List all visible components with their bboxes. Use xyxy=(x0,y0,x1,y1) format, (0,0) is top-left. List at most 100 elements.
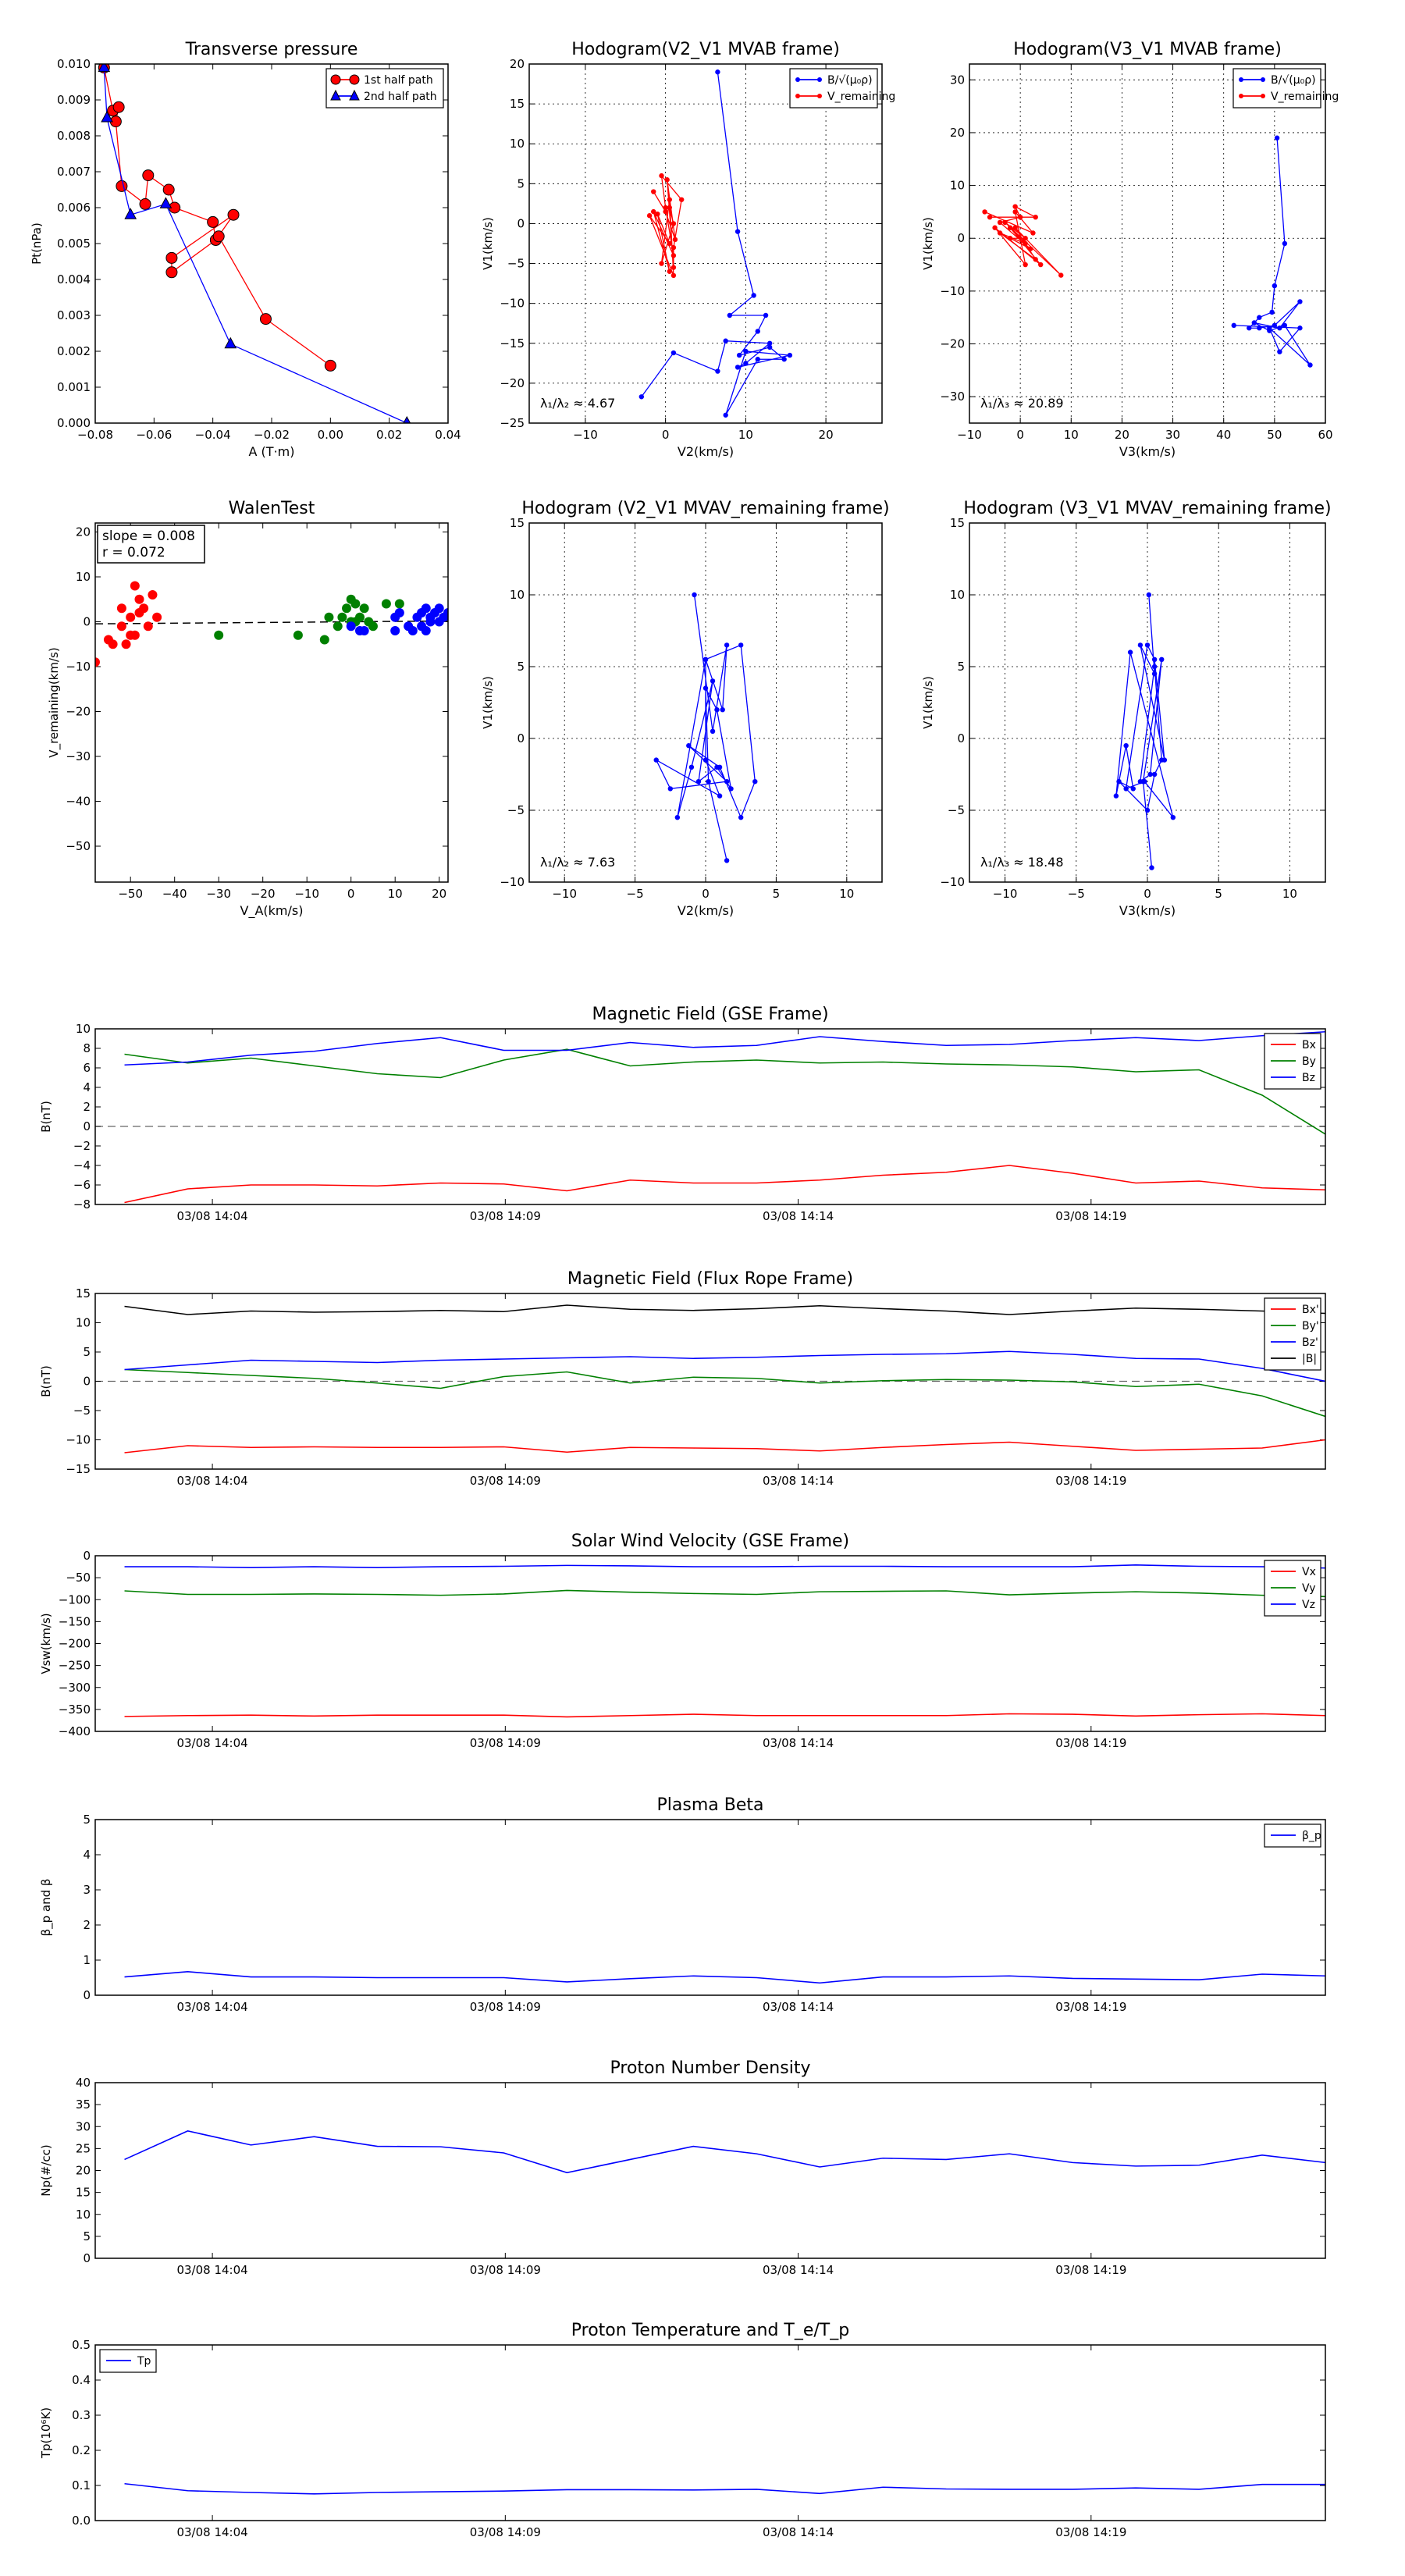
data-point xyxy=(214,630,224,640)
plot-area xyxy=(124,1971,1325,1984)
y-tick-label: 3 xyxy=(83,1883,91,1897)
data-point xyxy=(421,603,431,614)
chart-title: Hodogram(V3_V1 MVAB frame) xyxy=(1013,40,1282,59)
data-point xyxy=(324,359,336,372)
data-point xyxy=(342,603,352,614)
data-point xyxy=(1297,326,1303,331)
data-point xyxy=(735,229,741,234)
y-tick-label: 1 xyxy=(83,1953,91,1967)
data-point xyxy=(987,214,993,220)
data-point xyxy=(1023,236,1028,241)
data-point xyxy=(142,169,155,182)
y-tick-label: −50 xyxy=(66,1571,91,1585)
x-tick-label: 03/08 14:14 xyxy=(763,1474,834,1488)
data-point xyxy=(674,815,681,820)
data-point xyxy=(670,272,677,279)
data-point xyxy=(1151,664,1158,670)
data-point xyxy=(655,211,660,217)
data-point xyxy=(1033,214,1038,220)
legend: Vx Vy Vz xyxy=(1264,1560,1321,1617)
y-tick-label: 20 xyxy=(510,57,525,71)
chart-title: WalenTest xyxy=(229,499,315,518)
y-tick-label: −8 xyxy=(73,1197,91,1212)
panel-bfr: Magnetic Field (Flux Rope Frame) 03/08 14… xyxy=(39,1269,1326,1488)
data-point xyxy=(1149,865,1154,870)
data-point xyxy=(724,779,730,785)
plot-area xyxy=(124,2482,1325,2495)
series-line xyxy=(124,1439,1325,1453)
y-tick-label: −10 xyxy=(940,875,965,889)
series-line xyxy=(124,1564,1325,1569)
y-tick-label: −200 xyxy=(59,1637,91,1651)
legend-label: Vy xyxy=(1302,1582,1316,1595)
x-tick-label: 03/08 14:14 xyxy=(763,2525,834,2539)
data-point xyxy=(1170,815,1176,820)
x-tick-label: −0.04 xyxy=(195,428,231,442)
axes-frame xyxy=(94,1555,1326,1732)
y-tick-label: 5 xyxy=(83,1345,91,1359)
x-tick-label: 03/08 14:09 xyxy=(470,1736,541,1750)
data-point xyxy=(667,269,672,274)
legend-label: Bx' xyxy=(1302,1304,1319,1316)
data-point xyxy=(667,205,672,211)
x-tick-label: 03/08 14:14 xyxy=(763,1209,834,1223)
data-point xyxy=(1127,649,1133,655)
data-point xyxy=(982,209,987,215)
data-point xyxy=(346,621,356,632)
legend: 1st half path 2nd half path xyxy=(325,68,444,109)
data-point xyxy=(368,621,378,632)
data-point xyxy=(688,764,695,770)
data-point xyxy=(152,612,162,622)
panel-h3: Hodogram (V2_V1 MVAV_remaining frame) −10… xyxy=(481,499,890,918)
plot-area xyxy=(124,1304,1325,1453)
y-tick-label: 0.009 xyxy=(57,93,91,107)
y-tick-label: 15 xyxy=(510,516,525,530)
y-tick-label: 20 xyxy=(950,126,965,140)
data-point xyxy=(324,612,334,622)
x-tick-label: 60 xyxy=(1318,428,1332,442)
y-tick-label: 10 xyxy=(510,588,525,602)
legend: Tp xyxy=(99,2349,157,2373)
series-line xyxy=(124,1304,1325,1315)
data-point xyxy=(670,253,677,258)
data-point xyxy=(1002,219,1008,226)
data-point xyxy=(116,621,126,632)
data-point xyxy=(724,642,730,648)
x-tick-label: 5 xyxy=(1215,887,1222,901)
data-point xyxy=(1144,807,1151,813)
legend-marker xyxy=(1239,94,1243,98)
legend-label: B/√(μ₀ρ) xyxy=(827,74,873,87)
legend: Bx By Bz xyxy=(1264,1033,1321,1090)
data-point xyxy=(738,642,744,648)
data-point xyxy=(670,265,677,270)
y-tick-label: 0.5 xyxy=(72,2338,91,2352)
y-tick-label: −5 xyxy=(507,803,525,817)
data-point xyxy=(359,603,369,614)
y-tick-label: −350 xyxy=(59,1703,91,1717)
x-tick-label: 20 xyxy=(819,428,834,442)
data-point xyxy=(1257,326,1262,331)
data-point xyxy=(1277,326,1282,331)
data-point xyxy=(1113,793,1119,799)
y-axis-label: V1(km/s) xyxy=(921,676,935,729)
x-tick-label: −30 xyxy=(206,887,231,901)
plot-area xyxy=(638,69,793,418)
legend-label: Bz' xyxy=(1302,1336,1318,1349)
panel-pt: Transverse pressure −0.08 −0.06 −0.04 −0.02 0… xyxy=(30,40,461,459)
y-tick-label: 0.003 xyxy=(57,308,91,322)
y-tick-label: 0 xyxy=(83,615,91,629)
series-line xyxy=(984,205,1062,276)
x-tick-label: 03/08 14:19 xyxy=(1055,1474,1126,1488)
data-point xyxy=(134,594,144,604)
x-tick-label: 50 xyxy=(1267,428,1282,442)
data-point xyxy=(1007,225,1013,230)
data-point xyxy=(159,197,173,208)
chart-title: Plasma Beta xyxy=(657,1795,764,1815)
x-tick-label: 5 xyxy=(773,887,781,901)
legend: B/√(μ₀ρ) V_remaining xyxy=(1232,68,1339,109)
data-point xyxy=(394,608,404,617)
x-tick-label: 03/08 14:09 xyxy=(470,2263,541,2277)
panel-h2: Hodogram(V3_V1 MVAB frame) −10 0 10 20 30 40 50… xyxy=(921,40,1339,459)
data-point xyxy=(667,240,672,247)
